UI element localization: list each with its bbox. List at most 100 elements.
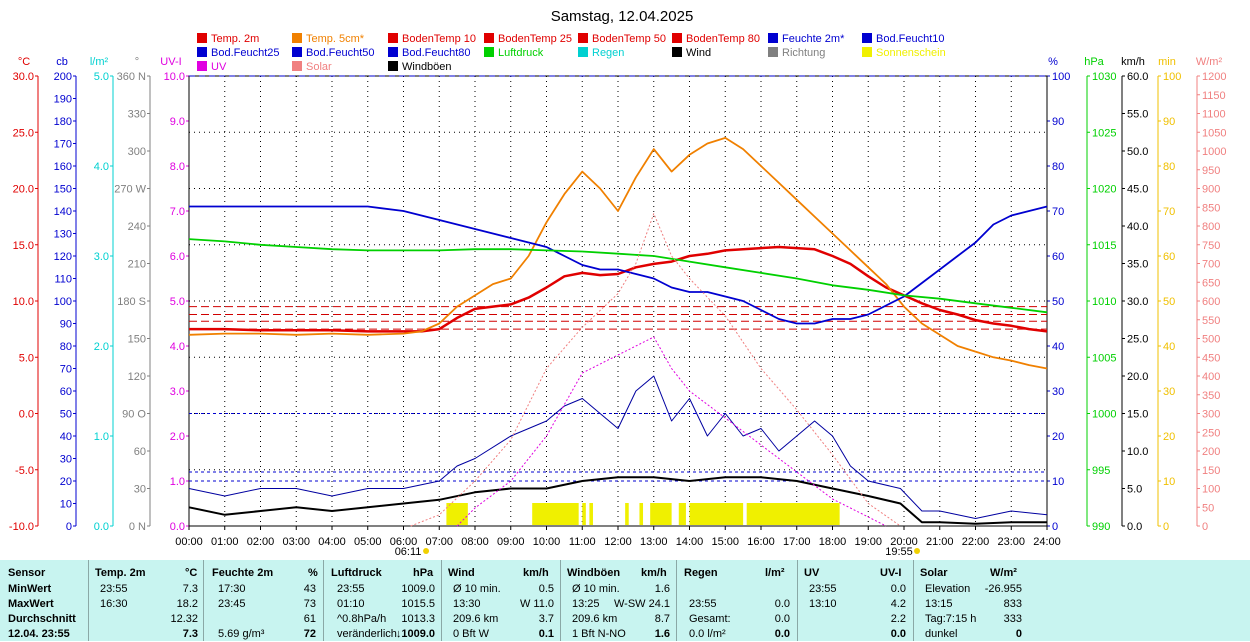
legend-entry: Regen: [592, 47, 624, 59]
x-tick-label: 22:00: [962, 536, 990, 548]
press-axis-unit: hPa: [1084, 56, 1104, 68]
legend-swatch: [292, 61, 302, 71]
temp-tick-label: 30.0: [13, 71, 34, 83]
x-tick-label: 01:00: [211, 536, 239, 548]
table-divider: [441, 560, 442, 641]
x-tick-label: 24:00: [1033, 536, 1061, 548]
solar-tick-label: 700: [1202, 259, 1220, 271]
sun-tick-label: 80: [1163, 161, 1175, 173]
header-temp-unit: °C: [185, 567, 198, 579]
solar-axis-unit: W/m²: [1196, 56, 1223, 68]
x-tick-label: 21:00: [926, 536, 954, 548]
temp-tick-label: 10.0: [13, 296, 34, 308]
sunshine-bar: [532, 503, 579, 525]
cell-uv-value: 2.2: [890, 613, 906, 625]
press-tick-label: 1025: [1092, 127, 1116, 139]
cell-solar-value: -26.955: [984, 583, 1022, 595]
legend-entry: Luftdruck: [498, 47, 544, 59]
cell-hum-value: 61: [303, 613, 316, 625]
dir-tick-label: 210: [128, 259, 146, 271]
cell-press-value: 1009.0: [401, 583, 435, 595]
rain-axis-unit: l/m²: [90, 56, 109, 68]
cell-wind-value: 0.5: [538, 583, 554, 595]
cell-press-time: 23:55: [337, 583, 365, 595]
cell-rain-time: 23:55: [689, 598, 717, 610]
solar-tick-label: 150: [1202, 465, 1220, 477]
header-rain-unit: l/m²: [765, 567, 785, 579]
cell-gust-time: 13:25: [572, 598, 600, 610]
uv-tick-label: 8.0: [170, 161, 185, 173]
cell-temp-value: 7.3: [182, 583, 198, 595]
rain-tick-label: 0.0: [94, 521, 109, 533]
sunset-time: 19:55: [885, 546, 913, 558]
cb-tick-label: 30: [60, 454, 72, 466]
sunshine-bar: [639, 503, 644, 525]
cell-hum-time: 17:30: [218, 583, 246, 595]
solar-tick-label: 250: [1202, 427, 1220, 439]
temp-tick-label: 5.0: [19, 352, 34, 364]
solar-tick-label: 350: [1202, 390, 1220, 402]
wind-tick-label: 15.0: [1127, 409, 1148, 421]
cell-solar-value: 0: [1015, 628, 1022, 640]
legend-entry: Bod.Feucht25: [211, 47, 280, 59]
solar-tick-label: 200: [1202, 446, 1220, 458]
cell-uv-value: 0.0: [890, 628, 906, 640]
legend-entry: Windböen: [402, 61, 452, 73]
hum-tick-label: 70: [1052, 206, 1064, 218]
hum-tick-label: 30: [1052, 386, 1064, 398]
solar-tick-label: 600: [1202, 296, 1220, 308]
cell-uv-time: 23:55: [809, 583, 837, 595]
legend-swatch: [768, 47, 778, 57]
cell-rain-time: Gesamt:: [689, 613, 731, 625]
solar-tick-label: 1000: [1202, 146, 1226, 158]
row-label: MinWert: [8, 583, 52, 595]
sun-tick-label: 90: [1163, 116, 1175, 128]
wind-tick-label: 30.0: [1127, 296, 1148, 308]
cell-uv-time: 13:10: [809, 598, 837, 610]
cb-tick-label: 150: [54, 184, 72, 196]
x-tick-label: 20:00: [890, 536, 918, 548]
cell-press-time: veränderlich: [337, 628, 397, 640]
cell-solar-time: 13:15: [925, 598, 953, 610]
sun-axis-unit: min: [1158, 56, 1176, 68]
header-hum-unit: %: [308, 567, 318, 579]
sun-tick-label: 10: [1163, 476, 1175, 488]
hum-axis-unit: %: [1048, 56, 1058, 68]
sun-tick-label: 20: [1163, 431, 1175, 443]
uv-tick-label: 0.0: [170, 521, 185, 533]
sunshine-bar: [446, 503, 468, 525]
cell-temp-time: 23:55: [100, 583, 128, 595]
legend-swatch: [388, 61, 398, 71]
header-gust-unit: km/h: [641, 567, 667, 579]
temp-axis-unit: °C: [18, 56, 30, 68]
cb-tick-label: 0: [66, 521, 72, 533]
hum-tick-label: 50: [1052, 296, 1064, 308]
sunshine-bar: [689, 503, 744, 525]
cb-tick-label: 160: [54, 161, 72, 173]
wind-tick-label: 5.0: [1127, 484, 1142, 496]
header-rain: Regen: [684, 567, 718, 579]
sunshine-bar: [650, 503, 672, 525]
hum-tick-label: 100: [1052, 71, 1070, 83]
wind-tick-label: 25.0: [1127, 334, 1148, 346]
legend-entry: UV: [211, 61, 227, 73]
dir-tick-label: 270 W: [114, 184, 146, 196]
cb-tick-label: 180: [54, 116, 72, 128]
legend-entry: BodenTemp 10: [402, 33, 476, 45]
rain-tick-label: 3.0: [94, 251, 109, 263]
x-tick-label: 16:00: [747, 536, 775, 548]
x-tick-label: 17:00: [783, 536, 811, 548]
legend-entry: Sonnenschein: [876, 47, 946, 59]
sunset-icon: [914, 548, 921, 554]
cb-tick-label: 190: [54, 94, 72, 106]
cell-wind-value: W 11.0: [519, 598, 554, 610]
wind-tick-label: 60.0: [1127, 71, 1148, 83]
cb-tick-label: 140: [54, 206, 72, 218]
legend-swatch: [672, 47, 682, 57]
uv-tick-label: 2.0: [170, 431, 185, 443]
cell-gust-time: 1 Bft N-NO: [572, 628, 626, 640]
wind-tick-label: 35.0: [1127, 259, 1148, 271]
press-tick-label: 1020: [1092, 184, 1116, 196]
x-tick-label: 23:00: [997, 536, 1025, 548]
hum-tick-label: 80: [1052, 161, 1064, 173]
